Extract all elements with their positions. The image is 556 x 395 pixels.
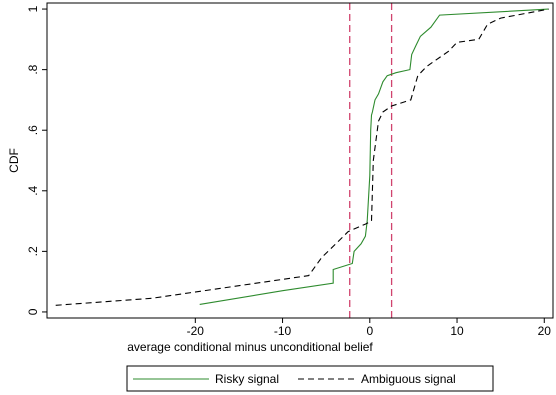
x-tick-label: 0 — [366, 324, 373, 338]
axes: -20 -10 0 10 20 0 .2 .4 .6 .8 1 — [26, 2, 554, 338]
x-axis-title: average conditional minus unconditional … — [127, 340, 373, 354]
x-tick-label: 10 — [450, 324, 464, 338]
y-tick-label: .6 — [26, 125, 40, 135]
plot-area — [55, 3, 549, 318]
x-tick-label: -10 — [274, 324, 292, 338]
plot-frame — [46, 2, 554, 319]
y-tick-label: 1 — [26, 5, 40, 12]
x-tick-label: 20 — [538, 324, 552, 338]
y-tick-label: .2 — [26, 246, 40, 256]
legend: Risky signal Ambiguous signal — [126, 365, 494, 392]
y-tick-label: 0 — [26, 308, 40, 315]
series-line-ambiguous-signal — [55, 8, 549, 306]
series-line-risky-signal — [199, 8, 549, 305]
y-tick-label: .4 — [26, 185, 40, 195]
y-axis-title: CDF — [7, 148, 21, 173]
legend-label-2: Ambiguous signal — [361, 372, 456, 386]
x-tick-label: -20 — [187, 324, 205, 338]
legend-label-1: Risky signal — [215, 372, 279, 386]
y-tick-label: .8 — [26, 64, 40, 74]
